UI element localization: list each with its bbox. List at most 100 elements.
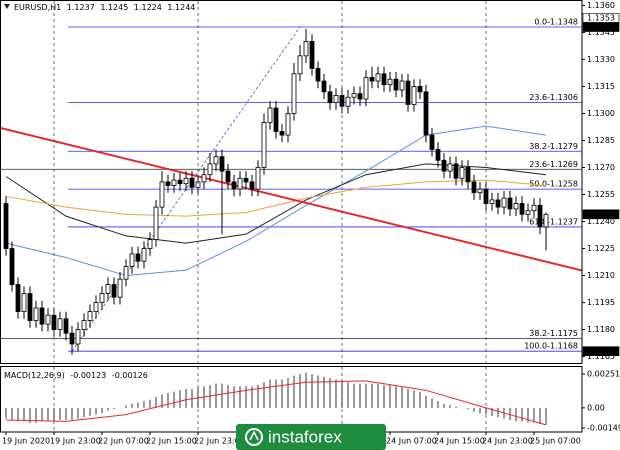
- candle-body: [225, 170, 231, 183]
- candle-body: [27, 293, 33, 321]
- macd-header: MACD(12,26,9) -0.00123 -0.00126: [4, 371, 148, 380]
- candle-body: [207, 163, 213, 176]
- candle-body: [183, 177, 189, 185]
- candle-body: [261, 122, 267, 168]
- price-tag-label: 1.1244: [587, 210, 615, 219]
- y-tick-label: 1.1255: [587, 190, 615, 199]
- candle-body: [477, 188, 483, 194]
- candle-body: [417, 86, 423, 93]
- candle-body: [459, 167, 465, 179]
- trendline: [0, 126, 582, 272]
- candle-body: [345, 96, 351, 107]
- candle-body: [99, 293, 105, 303]
- fib-label: 23.6-1.1269: [529, 160, 578, 169]
- candle-body: [465, 167, 471, 183]
- candle-body: [9, 248, 15, 285]
- x-tick-label: 19 Jun 23:00: [50, 437, 101, 446]
- fib-label: 0.0-1.1348: [534, 18, 578, 27]
- candle-body: [351, 93, 357, 98]
- x-tick-label: 22 Jun 15:00: [146, 437, 197, 446]
- last-open: 1.1237: [67, 3, 95, 12]
- macd-signal: [5, 380, 547, 426]
- candle-body: [255, 167, 261, 190]
- candle-body: [45, 314, 51, 325]
- trendline: [71, 26, 301, 352]
- candle-body: [171, 179, 177, 186]
- candle-body: [495, 199, 501, 208]
- candle-body: [147, 239, 153, 249]
- candle-body: [33, 307, 39, 321]
- price-tag: [582, 346, 620, 356]
- x-tick-label: 25 Jun 07:00: [530, 437, 581, 446]
- candle-body: [135, 253, 141, 262]
- x-tick-label: 19 Jun 2020: [2, 437, 50, 446]
- macd-value: -0.00123: [70, 371, 106, 380]
- candle-body: [363, 77, 369, 100]
- candle-body: [369, 77, 375, 82]
- candle-body: [123, 266, 129, 280]
- header: EURUSD,H1 1.1237 1.1245 1.1224 1.1244: [14, 3, 195, 12]
- y-tick-label: 1.1240: [587, 217, 615, 226]
- moving-average: [5, 125, 547, 277]
- y-tick-label: 1.1285: [587, 136, 615, 145]
- y-tick-label: 1.1165: [587, 352, 615, 361]
- watermark-logo-mark: [249, 430, 259, 441]
- candle-body: [213, 156, 219, 165]
- candle-body: [519, 203, 525, 215]
- candle-body: [273, 107, 279, 132]
- macd-panel: [5, 372, 547, 426]
- candle-body: [39, 307, 45, 325]
- candle-body: [201, 174, 207, 183]
- price-tag: [582, 22, 620, 32]
- watermark: instaforex: [236, 424, 386, 450]
- fib-label: 38.2-1.1279: [529, 142, 578, 151]
- watermark-box: [236, 424, 386, 450]
- y-tick-label: 1.1270: [587, 163, 615, 172]
- candle-body: [69, 332, 75, 345]
- x-tick-label: 24 Jun 07:00: [386, 437, 437, 446]
- candle-body: [231, 181, 237, 190]
- price-frame: [0, 0, 583, 364]
- fib-label: 50.0-1.1258: [529, 180, 578, 189]
- candle-body: [141, 248, 147, 262]
- price-tag-label: 1.1168: [587, 347, 615, 356]
- macd-tick-label: 0.00: [587, 403, 605, 412]
- price-tag: [582, 209, 620, 220]
- y-tick-label: 1.1195: [587, 298, 615, 307]
- candle-body: [339, 95, 345, 107]
- candle-body: [411, 86, 417, 105]
- candle-body: [387, 78, 393, 86]
- macd-tick-label: 0.00251: [587, 370, 620, 379]
- candle-body: [423, 91, 429, 136]
- candle-body: [441, 159, 447, 172]
- candle-body: [447, 163, 453, 172]
- axes: 1.1360 1.1345 1.1330 1.1315 1.1300 1.1285 1.12…: [0, 0, 620, 433]
- x-tick-label: 22 Jun 23:00: [194, 437, 245, 446]
- candle-body: [531, 204, 537, 212]
- candle-body: [93, 302, 99, 312]
- y-tick-label: 1.1180: [587, 325, 615, 334]
- y-tick-label: 1.1300: [587, 109, 615, 118]
- candle-body: [513, 203, 519, 210]
- fib-label: 100.0-1.1168: [524, 342, 578, 351]
- candle-body: [327, 91, 333, 104]
- candle-body: [117, 278, 123, 298]
- candle-body: [405, 80, 411, 105]
- candle-body: [153, 206, 159, 240]
- candle-body: [399, 80, 405, 91]
- candle-body: [3, 203, 9, 249]
- x-tick-label: 24 Jun 23:00: [482, 437, 533, 446]
- y-tick-label: 1.1210: [587, 271, 615, 280]
- watermark-logo: [245, 428, 263, 446]
- candle-body: [525, 210, 531, 215]
- price-tag-label: 1.1353: [587, 14, 615, 23]
- candle-body: [393, 78, 399, 91]
- candle-body: [249, 181, 255, 190]
- candle-body: [489, 199, 495, 204]
- candle-body: [297, 55, 303, 75]
- candle-body: [333, 95, 339, 104]
